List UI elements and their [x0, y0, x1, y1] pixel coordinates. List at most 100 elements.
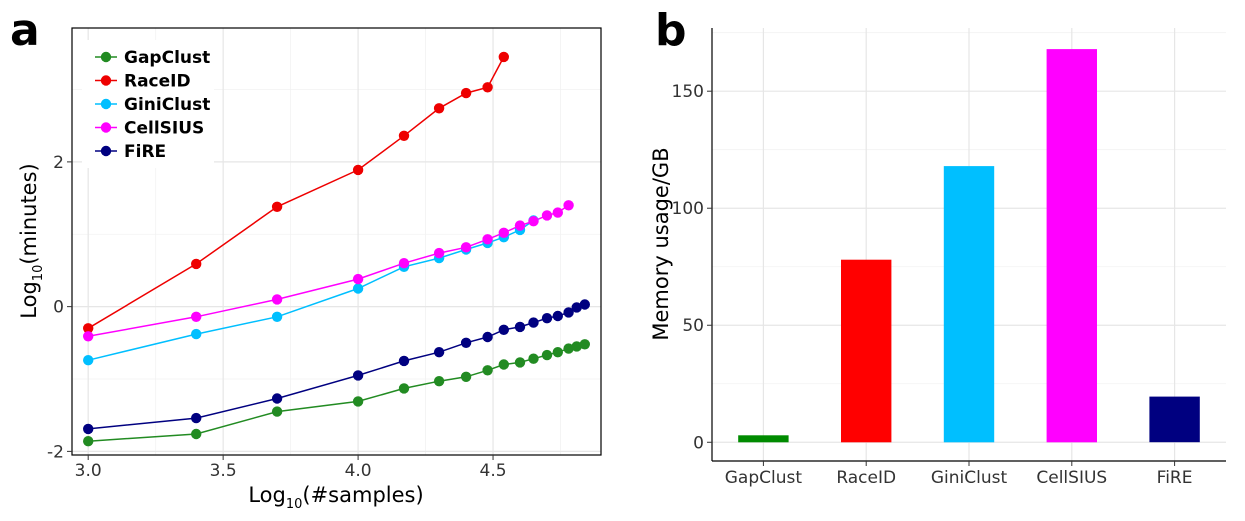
- data-point-giniclust: [83, 355, 94, 366]
- series-line-gapclust: [88, 343, 585, 442]
- data-point-fire: [552, 310, 563, 322]
- data-point-fire: [460, 337, 472, 348]
- bar-chart-y-axis-title: Memory usage/GB: [649, 147, 673, 340]
- data-point-gapclust: [460, 371, 472, 382]
- x-tick-label: GiniClust: [931, 468, 1008, 488]
- bar-fire: [1149, 396, 1200, 443]
- panel-label-b: b: [655, 5, 687, 56]
- y-tick-label: 2: [53, 153, 64, 173]
- data-point-raceid: [498, 51, 509, 63]
- data-point-cellsius: [563, 200, 574, 211]
- data-point-cellsius: [541, 210, 553, 221]
- data-point-fire: [83, 423, 94, 435]
- legend-label: GiniClust: [124, 95, 210, 115]
- bar-cellsius: [1046, 49, 1097, 443]
- bar-chart-x-ticks: GapClust RaceID GiniClust CellSIUS FiRE: [725, 461, 1193, 488]
- data-point-gapclust: [498, 359, 509, 370]
- data-point-raceid: [398, 130, 410, 141]
- y-tick-label: -2: [47, 442, 64, 462]
- data-point-gapclust: [514, 357, 526, 368]
- data-point-fire: [271, 393, 283, 404]
- data-point-gapclust: [83, 436, 94, 447]
- x-tick-label: GapClust: [725, 468, 803, 488]
- data-point-raceid: [433, 103, 445, 114]
- legend-marker: [100, 122, 112, 133]
- bar-raceid: [841, 259, 892, 443]
- data-point-gapclust: [563, 343, 574, 354]
- line-chart-x-ticks: 3.0 3.5 4.0 4.5: [75, 455, 507, 481]
- bar-gapclust: [738, 435, 789, 443]
- data-point-gapclust: [541, 349, 553, 361]
- x-tick-label: FiRE: [1157, 468, 1193, 488]
- y-tick-label: 150: [672, 82, 704, 102]
- legend-label: GapClust: [124, 48, 210, 68]
- line-chart-y-axis-title: Log10(minutes): [17, 163, 46, 318]
- data-point-raceid: [352, 164, 364, 176]
- data-point-cellsius: [482, 234, 493, 245]
- data-point-fire: [352, 370, 364, 381]
- data-point-fire: [514, 321, 526, 333]
- legend-marker: [100, 145, 112, 157]
- data-point-cellsius: [460, 242, 472, 253]
- data-point-cellsius: [398, 258, 410, 269]
- data-point-cellsius: [528, 216, 539, 227]
- x-tick-label: 4.0: [345, 461, 372, 481]
- data-point-fire: [541, 313, 553, 324]
- legend-marker: [100, 75, 112, 86]
- line-chart-y-ticks: -2 0 2: [47, 153, 72, 462]
- data-point-cellsius: [271, 294, 283, 305]
- x-tick-label: 3.5: [210, 461, 237, 481]
- data-point-gapclust: [571, 341, 582, 352]
- x-tick-label: 3.0: [75, 461, 102, 481]
- data-point-cellsius: [433, 247, 445, 259]
- y-tick-label: 0: [693, 433, 704, 453]
- legend-label: FiRE: [124, 142, 166, 162]
- line-chart-x-axis-title: Log10(#samples): [248, 483, 423, 512]
- data-point-raceid: [83, 323, 94, 334]
- x-tick-label: RaceID: [836, 468, 896, 488]
- data-point-gapclust: [398, 383, 410, 394]
- data-point-fire: [482, 331, 493, 343]
- data-point-fire: [563, 307, 574, 318]
- data-point-cellsius: [83, 331, 94, 342]
- x-tick-label: 4.5: [480, 461, 507, 481]
- line-chart-legend: GapClust RaceID GiniClust CellSIUS FiRE: [95, 48, 210, 162]
- data-point-gapclust: [552, 347, 563, 358]
- data-point-giniclust: [271, 311, 283, 322]
- x-tick-label: CellSIUS: [1036, 468, 1107, 488]
- data-point-cellsius: [552, 207, 563, 218]
- data-point-raceid: [482, 82, 493, 93]
- data-point-gapclust: [433, 376, 445, 387]
- line-chart-border: [71, 27, 602, 456]
- bar-chart-panel: GapClust RaceID GiniClust CellSIUS FiRE 0 50 1…: [649, 5, 1226, 488]
- data-point-giniclust: [352, 283, 364, 294]
- legend-label: RaceID: [124, 72, 191, 92]
- data-point-fire: [498, 324, 509, 335]
- data-point-gapclust: [191, 428, 202, 440]
- data-point-cellsius: [514, 220, 526, 231]
- data-point-fire: [528, 317, 539, 328]
- data-point-fire: [191, 412, 202, 424]
- y-tick-label: 100: [672, 199, 704, 219]
- line-chart-series: [83, 51, 590, 447]
- data-point-cellsius: [352, 273, 364, 285]
- data-point-raceid: [271, 201, 283, 212]
- data-point-cellsius: [191, 311, 202, 322]
- legend-label: CellSIUS: [124, 119, 204, 139]
- data-point-fire: [433, 347, 445, 358]
- series-line-fire: [88, 303, 586, 430]
- data-point-gapclust: [528, 353, 539, 364]
- data-point-fire: [579, 299, 590, 310]
- legend-marker: [100, 51, 112, 63]
- bar-chart-bars: [738, 49, 1200, 443]
- bar-chart-y-ticks: 0 50 100 150: [672, 82, 712, 453]
- bar-giniclust: [943, 166, 995, 443]
- data-point-gapclust: [271, 406, 283, 417]
- data-point-cellsius: [498, 227, 509, 238]
- data-point-gapclust: [352, 396, 364, 407]
- data-point-raceid: [460, 87, 472, 99]
- data-point-giniclust: [191, 328, 202, 340]
- y-tick-label: 50: [682, 316, 704, 336]
